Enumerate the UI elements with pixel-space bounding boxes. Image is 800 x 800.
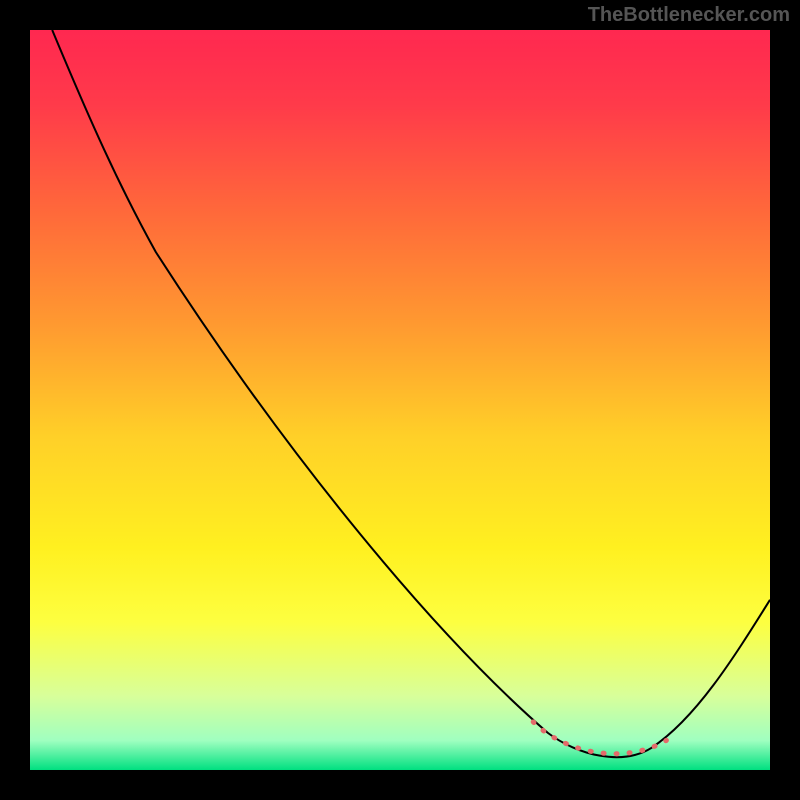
watermark-text: TheBottlenecker.com: [588, 4, 790, 27]
bottleneck-chart: [0, 0, 800, 800]
plot-background: [30, 30, 770, 770]
